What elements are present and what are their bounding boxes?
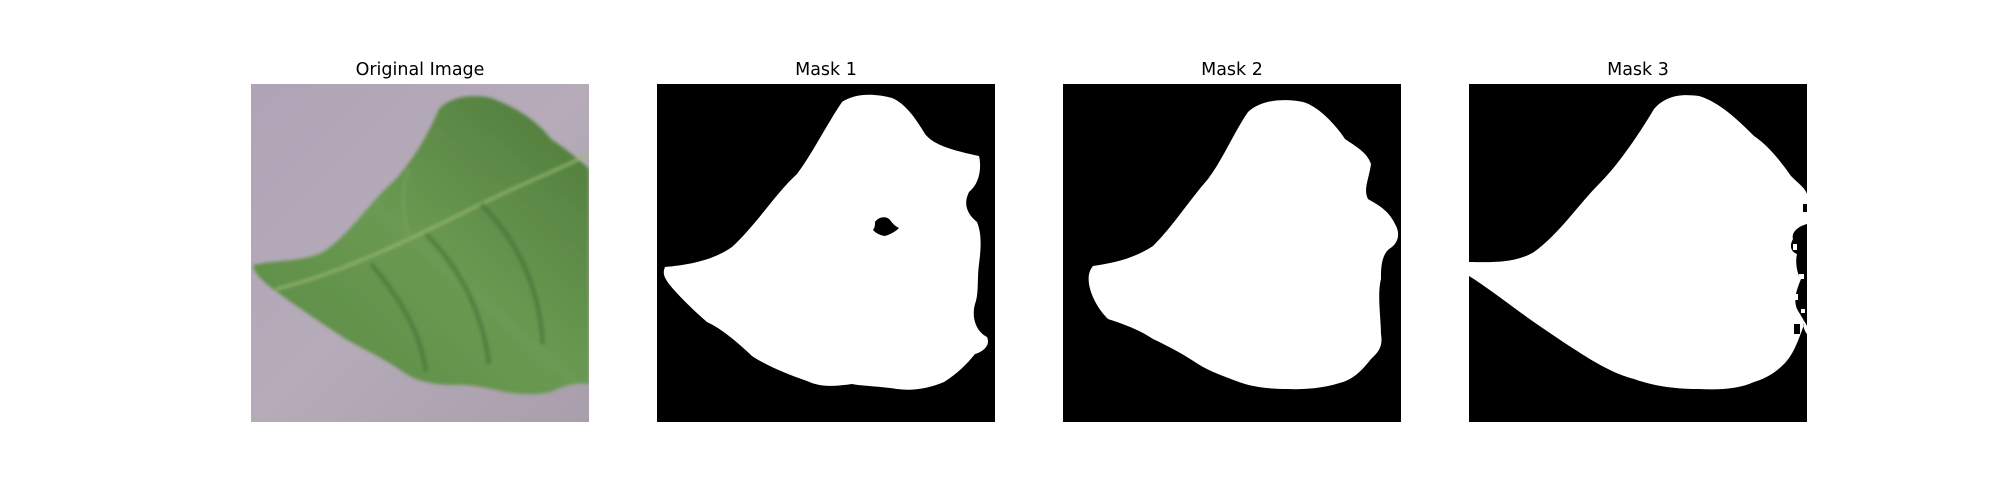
mask-3-title: Mask 3 xyxy=(1607,60,1669,80)
mask-1-panel: Mask 1 xyxy=(657,0,995,430)
leaf-midrib xyxy=(275,152,589,291)
leaf-vein xyxy=(479,202,546,345)
mask-noise xyxy=(1803,204,1807,212)
mask-2-title: Mask 2 xyxy=(1201,60,1263,80)
original-image-panel: Original Image xyxy=(251,0,589,430)
leaf-vein xyxy=(424,232,492,365)
mask-noise xyxy=(1799,274,1804,279)
mask-notch xyxy=(973,202,995,223)
original-image xyxy=(251,84,589,422)
mask-3-panel: Mask 3 xyxy=(1469,0,1807,430)
mask-foreground xyxy=(663,94,988,390)
mask-noise xyxy=(1789,184,1799,190)
mask-noise xyxy=(1801,309,1805,313)
mask-1-image xyxy=(657,84,995,422)
mask-noise xyxy=(1794,324,1800,334)
leaf-vein xyxy=(369,262,429,373)
leaf-shape xyxy=(253,96,589,395)
mask-2-image xyxy=(1063,84,1401,422)
mask-hole xyxy=(873,217,899,236)
mask-3-image xyxy=(1469,84,1807,422)
mask-noise xyxy=(1795,294,1798,300)
mask-noise xyxy=(1793,244,1797,250)
mask-foreground xyxy=(1469,95,1807,390)
leaf-vein xyxy=(401,168,413,243)
mask-2-panel: Mask 2 xyxy=(1063,0,1401,430)
mask-1-title: Mask 1 xyxy=(795,60,857,80)
mask-foreground xyxy=(1088,100,1399,390)
original-image-title: Original Image xyxy=(355,60,485,80)
